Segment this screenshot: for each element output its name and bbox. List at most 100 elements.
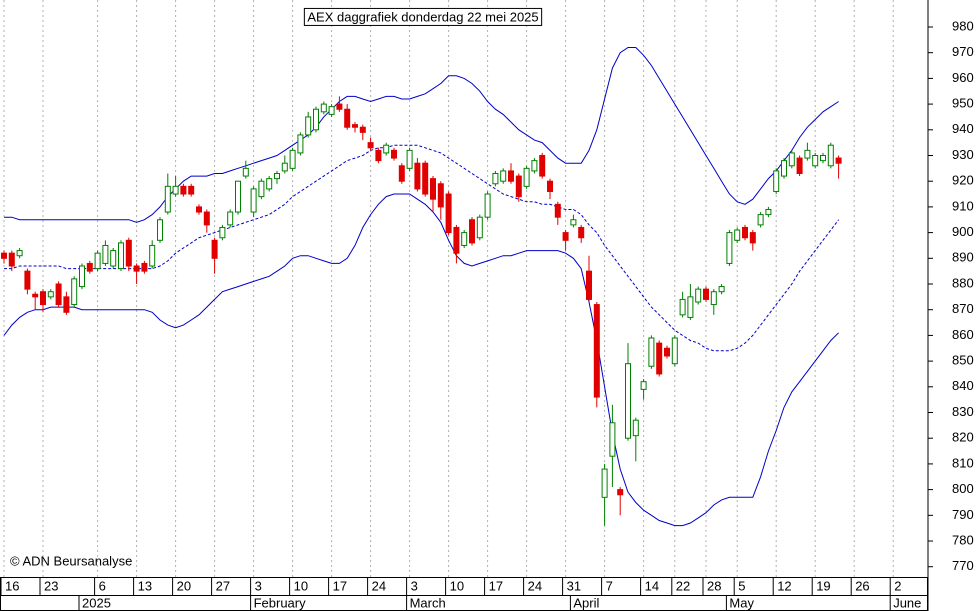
month-label: February [254,595,307,610]
x-tick-label: 17 [489,578,503,593]
candle-body [547,180,553,192]
candle-body [164,185,171,213]
candle-body [765,208,772,216]
month-label: May [729,595,754,610]
y-tick-label: 920 [952,173,974,188]
candle-body [344,108,351,128]
y-tick-label: 980 [952,18,974,33]
candle-body [141,262,148,272]
y-tick-label: 790 [952,507,974,522]
band-line [4,144,839,352]
chart-title: AEX daggrafiek donderdag 22 mei 2025 [307,9,538,24]
candle-body [398,165,405,182]
candle-body [445,193,452,234]
candle-body [508,170,514,182]
candle-body [664,347,670,357]
candle-body [196,206,202,213]
candle-body [149,244,156,267]
candle-body [757,214,764,226]
x-tick-label: 6 [99,578,106,593]
candle-body [281,162,288,172]
candle-body [367,142,374,149]
month-label: March [410,595,446,610]
candle-body [835,157,842,164]
band-line [3,193,839,527]
x-tick-label: 26 [855,578,869,593]
candle-body [648,337,655,367]
candle-body [492,172,499,185]
candle-body [593,304,600,398]
candle-body [827,144,834,167]
candle-body [55,283,62,306]
candle-body [79,265,85,288]
candle-body [110,250,117,267]
candle-body [94,252,101,270]
candle-body [695,288,702,303]
candle-body [804,149,811,159]
x-tick-label: 24 [528,578,542,593]
x-tick-label: 27 [216,578,230,593]
candle-body [586,270,592,300]
candle-body [125,239,132,267]
candle-body [227,211,234,226]
candle-body [812,154,819,167]
candle-body [562,232,569,241]
candle-body [328,106,335,115]
candle-body [734,229,741,241]
x-tick-label: 10 [294,578,308,593]
candle-body [430,178,436,200]
copyright: © ADN Beursanalyse [10,553,132,568]
x-tick-label: 13 [138,578,152,593]
candle-body [570,219,577,226]
candle-body [102,244,109,264]
candle-body [531,160,538,172]
candle-body [437,183,444,208]
candle-body [422,162,429,195]
x-tick-label: 24 [372,578,386,593]
x-tick-label: 3 [255,578,262,593]
y-tick-label: 800 [952,481,974,496]
y-tick-label: 930 [952,147,974,162]
candle-body [656,342,663,375]
month-label: June [893,595,921,610]
y-tick-label: 950 [952,96,974,111]
grid [3,0,894,577]
candle-body [1,252,7,259]
axes: 770 780 790 800 810 820 830 840 850 860 870 880 890 9… [0,18,974,611]
y-tick-label: 780 [952,532,974,547]
x-tick-label: 5 [738,578,745,593]
candle-body [609,422,616,457]
y-tick-label: 970 [952,44,974,59]
candle-body [63,296,70,313]
candle-body [625,363,631,439]
candle-body [718,286,725,293]
candle-body [203,211,210,226]
candle-body [710,291,717,306]
candle-body [359,126,366,133]
candle-body [383,144,390,154]
candle-body [289,149,296,169]
candle-body [773,170,780,192]
candle-body [788,152,795,167]
x-tick-label: 16 [5,578,19,593]
candle-body [118,242,124,270]
candle-body [484,193,491,218]
y-tick-label: 850 [952,353,974,368]
candle-body [297,134,304,154]
candle-body [172,185,179,195]
x-tick-label: 19 [816,578,830,593]
month-label: 2025 [82,595,111,610]
candle-body [157,219,163,241]
y-tick-label: 900 [952,224,974,239]
y-tick-label: 860 [952,327,974,342]
candle-body [554,203,561,218]
candle-body [469,219,475,244]
y-tick-label: 910 [952,198,974,213]
y-tick-label: 870 [952,301,974,316]
title-box [303,7,543,26]
x-tick-label: 14 [645,578,659,593]
candle-body [24,270,31,290]
y-tick-label: 770 [952,558,974,573]
candle-body [406,149,413,169]
candle-body [8,252,15,267]
